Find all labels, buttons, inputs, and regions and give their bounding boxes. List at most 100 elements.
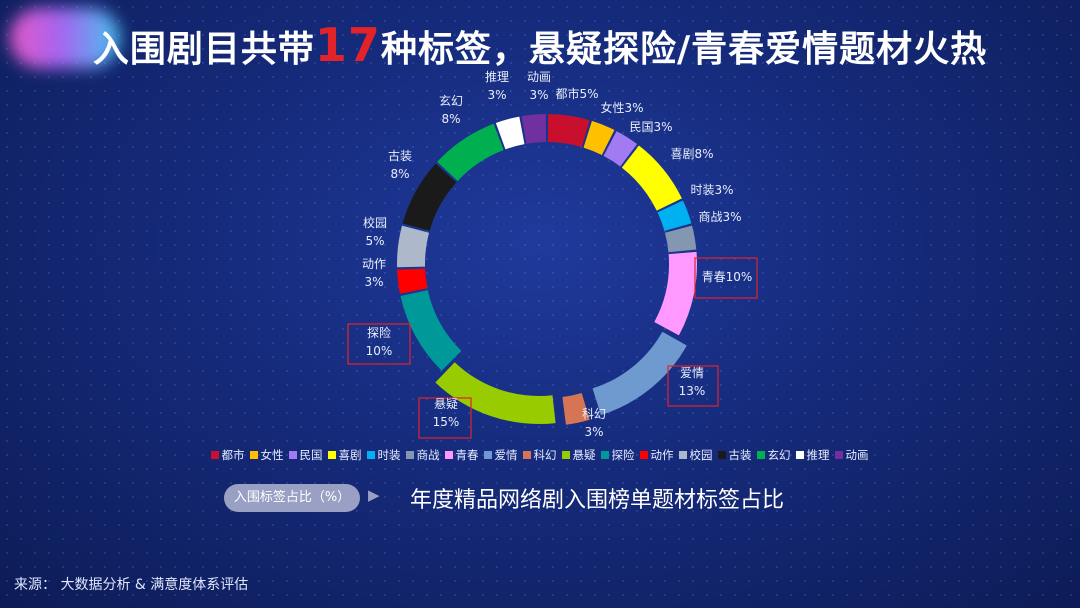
source-note: 来源： 大数据分析 & 满意度体系评估 [14, 577, 249, 593]
legend-swatch [717, 451, 726, 459]
donut-slice-喜剧 [621, 145, 682, 211]
slice-label-青春: 青春10% [702, 270, 753, 284]
legend-label: 喜剧 [338, 448, 362, 462]
legend-swatch [795, 451, 804, 459]
legend-item-爱情: 爱情 [483, 447, 518, 463]
legend-label: 都市 [221, 448, 245, 462]
donut-slice-古装 [402, 163, 457, 231]
donut-slice-商战 [664, 225, 697, 253]
highlight-box-青春 [694, 257, 758, 299]
legend-label: 动画 [845, 448, 869, 462]
tag-pill: 入围标签占比（%） [224, 484, 360, 512]
slice-label-商战: 商战3% [698, 209, 741, 224]
legend-label: 青春 [455, 448, 479, 462]
legend-item-都市: 都市 [210, 447, 245, 463]
slice-label-探险: 探险 10% [366, 325, 393, 358]
legend-label: 玄幻 [767, 448, 791, 462]
title-suffix: 种标签，悬疑探险/青春爱情题材火热 [380, 29, 988, 70]
legend-swatch [678, 451, 687, 459]
legend-item-时装: 时装 [366, 447, 401, 463]
slice-label-校园: 校园 5% [363, 215, 387, 248]
donut-slice-校园 [396, 225, 430, 268]
legend-swatch [561, 451, 570, 459]
legend-swatch [210, 451, 219, 459]
highlight-box-悬疑 [418, 397, 472, 439]
legend-label: 推理 [806, 448, 830, 462]
legend-label: 探险 [611, 448, 635, 462]
slice-label-动画: 动画 3% [527, 70, 551, 102]
legend-swatch [639, 451, 648, 459]
donut-slice-动画 [521, 114, 547, 144]
slice-label-悬疑: 悬疑 15% [433, 396, 460, 429]
donut-slice-玄幻 [437, 123, 504, 181]
legend-swatch [600, 451, 609, 459]
legend-label: 校园 [689, 448, 713, 462]
title-highlight-number: 17 [314, 18, 381, 72]
legend-swatch [327, 451, 336, 459]
slice-label-民国: 民国3% [629, 120, 672, 134]
legend-swatch [483, 451, 492, 459]
donut-slice-动作 [397, 268, 428, 294]
legend-swatch [405, 451, 414, 459]
legend-label: 商战 [416, 448, 440, 462]
donut-slice-青春 [654, 251, 698, 336]
slice-label-玄幻: 玄幻 8% [439, 93, 463, 126]
slice-label-都市: 都市5% [555, 86, 598, 101]
slice-label-动作: 动作 3% [362, 257, 386, 289]
legend-item-商战: 商战 [405, 447, 440, 463]
donut-slice-时装 [657, 200, 692, 231]
legend-swatch [288, 451, 297, 459]
slice-label-推理: 推理 3% [485, 70, 509, 102]
legend-item-民国: 民国 [288, 447, 323, 463]
legend-item-动作: 动作 [639, 447, 674, 463]
donut-slice-民国 [603, 131, 638, 167]
legend-swatch [756, 451, 765, 459]
slice-labels: 都市5%女性3% 民国3% 喜剧8% 时装3% 商战3% 青春10% 爱情 13% 科幻 3% 悬疑… [347, 70, 758, 439]
title-prefix: 入围剧目共带 [92, 29, 315, 70]
legend-item-动画: 动画 [834, 447, 869, 463]
legend-item-科幻: 科幻 [522, 447, 557, 463]
slice-label-女性: 女性3% [600, 100, 643, 115]
donut-slices [396, 114, 698, 425]
legend-swatch [522, 451, 531, 459]
legend-label: 民国 [299, 448, 323, 462]
donut-slice-推理 [495, 116, 525, 150]
slice-label-喜剧: 喜剧8% [670, 147, 713, 161]
slice-label-科幻: 科幻 3% [582, 407, 606, 439]
highlight-box-探险 [347, 323, 411, 365]
donut-slice-科幻 [562, 392, 590, 425]
legend-item-青春: 青春 [444, 447, 479, 463]
legend-item-探险: 探险 [600, 447, 635, 463]
legend-item-古装: 古装 [717, 447, 752, 463]
chart-legend: 都市 女性 民国 喜剧 时装 商战 青春 爱情 科幻 悬疑 探险 动作 校园 古装 玄幻 推理 动画 [0, 447, 1080, 463]
legend-swatch [834, 451, 843, 459]
highlight-box-爱情 [667, 365, 719, 407]
legend-item-校园: 校园 [678, 447, 713, 463]
legend-label: 女性 [260, 448, 284, 462]
page-title: 入围剧目共带17种标签，悬疑探险/青春爱情题材火热 [0, 18, 1080, 72]
legend-label: 爱情 [494, 448, 518, 462]
legend-label: 科幻 [533, 448, 557, 462]
arrow-icon: ▶ [368, 486, 380, 504]
legend-item-女性: 女性 [249, 447, 284, 463]
decorative-gradient-blob [10, 8, 120, 68]
slice-label-爱情: 爱情 13% [679, 366, 706, 398]
legend-label: 动作 [650, 448, 674, 462]
legend-label: 古装 [728, 448, 752, 462]
slice-label-时装: 时装3% [690, 183, 733, 197]
chart-subtitle: 年度精品网络剧入围榜单题材标签占比 [410, 488, 785, 513]
legend-item-推理: 推理 [795, 447, 830, 463]
legend-label: 悬疑 [572, 448, 596, 462]
donut-slice-悬疑 [435, 362, 556, 424]
legend-swatch [444, 451, 453, 459]
donut-slice-探险 [400, 290, 462, 371]
legend-swatch [249, 451, 258, 459]
legend-item-悬疑: 悬疑 [561, 447, 596, 463]
legend-item-喜剧: 喜剧 [327, 447, 362, 463]
legend-swatch [366, 451, 375, 459]
legend-item-玄幻: 玄幻 [756, 447, 791, 463]
donut-slice-都市 [547, 114, 590, 148]
legend-label: 时装 [377, 448, 401, 462]
donut-slice-女性 [583, 120, 615, 156]
